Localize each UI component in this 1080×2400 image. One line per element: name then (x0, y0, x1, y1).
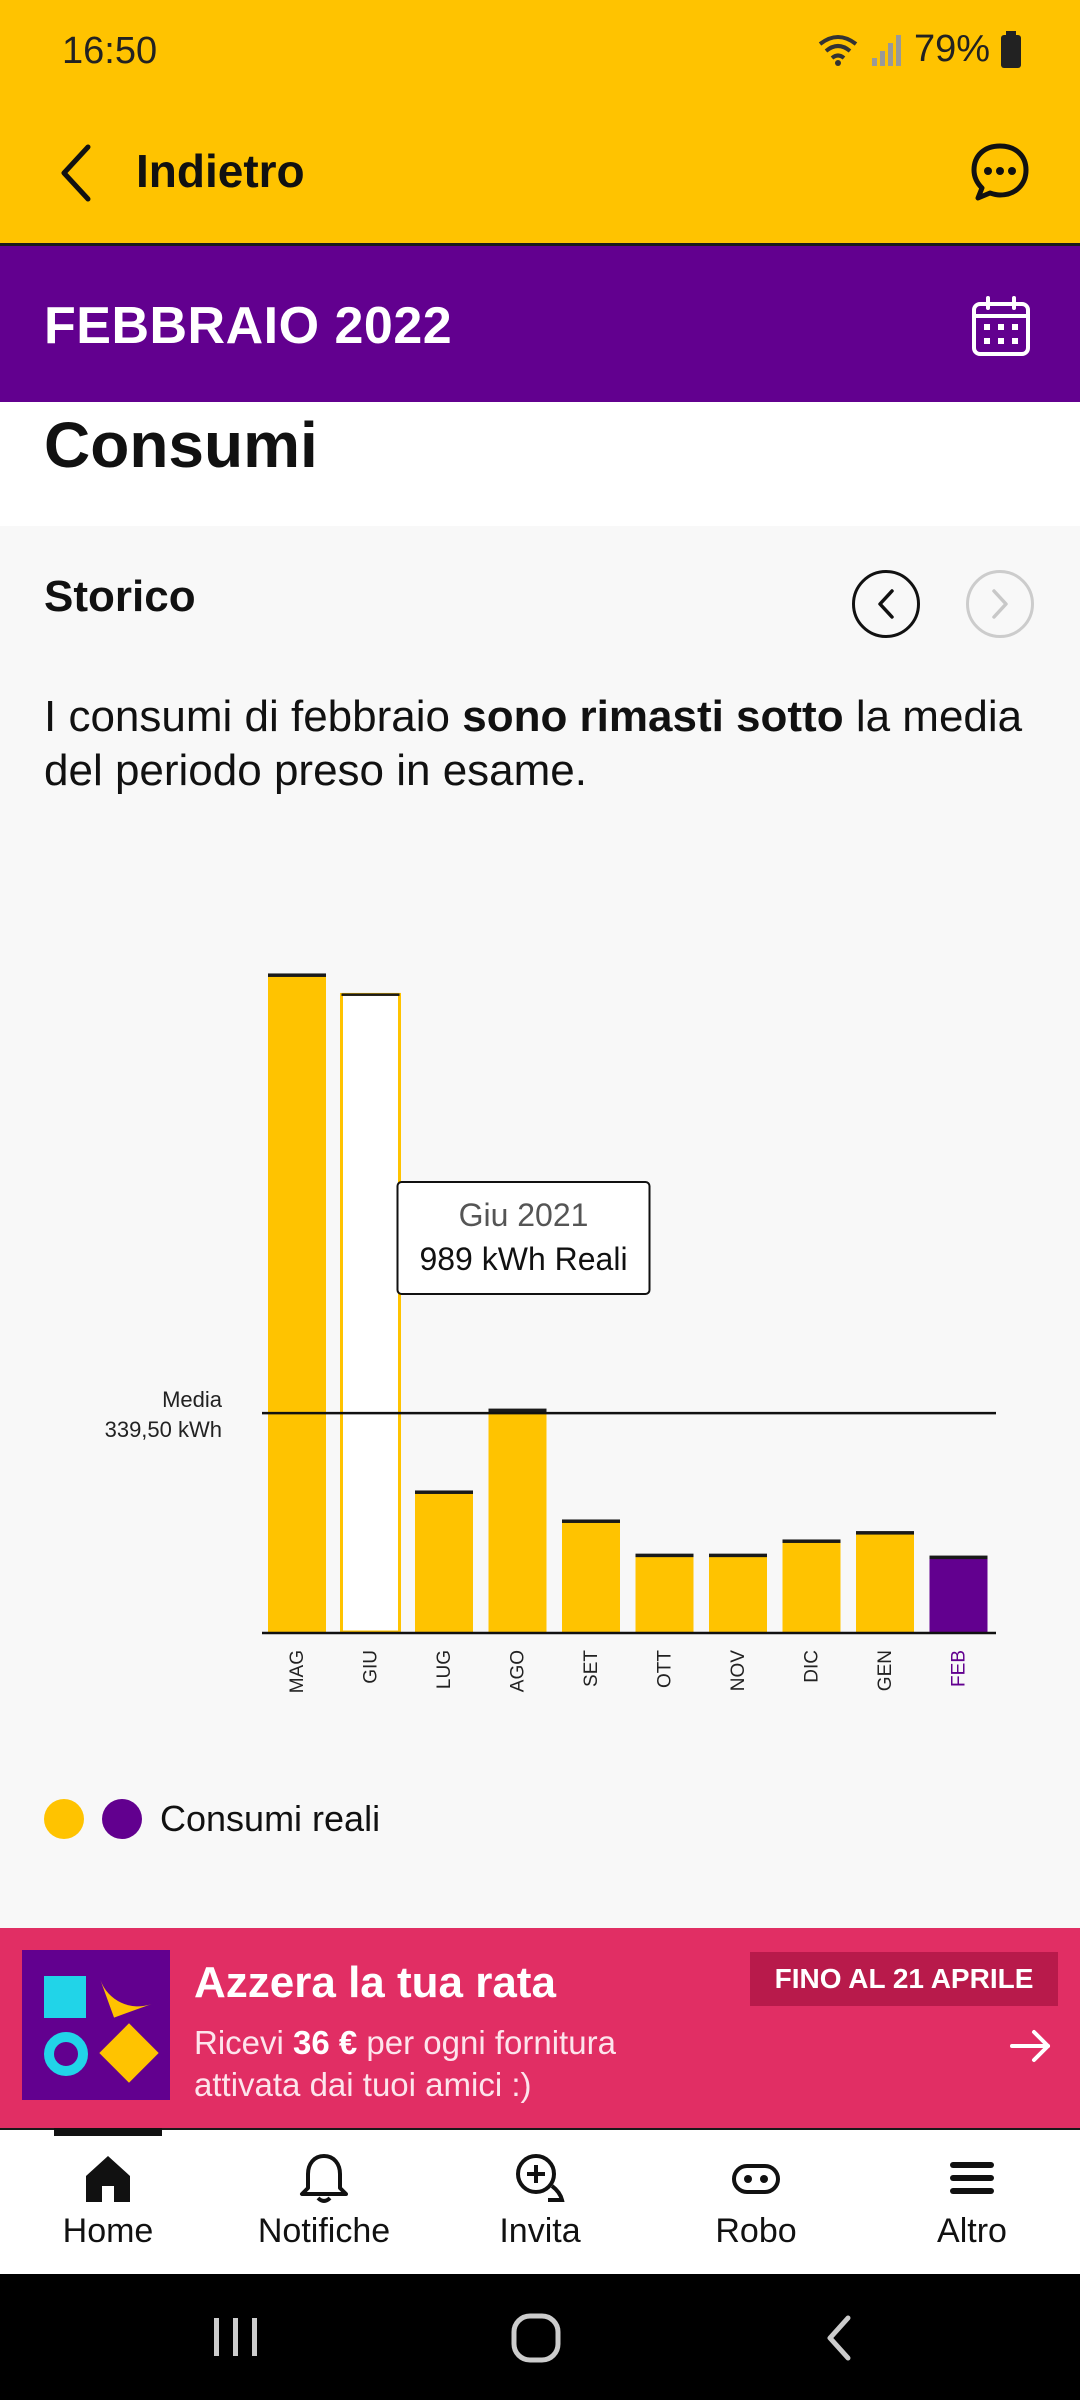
chat-icon (971, 143, 1029, 201)
promo-amount: 36 € (293, 2024, 358, 2061)
page-title: Consumi (44, 409, 318, 481)
chevron-right-icon (992, 589, 1008, 619)
bar-mag[interactable] (268, 974, 326, 1632)
promo-text: Ricevi 36 € per ogni fornitura attivata … (194, 2022, 714, 2106)
nav-invite-label: Invita (499, 2212, 581, 2250)
nav-more[interactable]: Altro (864, 2150, 1080, 2260)
previous-period-button[interactable] (852, 570, 920, 638)
bar-set[interactable] (562, 1520, 620, 1632)
status-time: 16:50 (62, 30, 158, 72)
nav-robo-label: Robo (715, 2212, 797, 2250)
nav-invite[interactable]: Invita (432, 2150, 648, 2260)
wifi-icon (818, 34, 858, 66)
active-tab-indicator (54, 2128, 162, 2136)
back-system-icon[interactable] (822, 2314, 856, 2362)
promo-deadline-badge: FINO AL 21 APRILE (750, 1952, 1058, 2006)
signal-icon (871, 34, 901, 66)
chart-legend: Consumi reali (44, 1798, 380, 1840)
bottom-navigation (0, 2128, 1080, 2274)
bar-dic[interactable] (782, 1540, 841, 1632)
bar-cap-ago (488, 1408, 547, 1413)
nav-more-label: Altro (937, 2212, 1007, 2250)
promo-illustration (22, 1950, 170, 2100)
chat-button[interactable] (968, 140, 1032, 204)
tooltip-value: 989 kWh Reali (419, 1241, 627, 1277)
tick-label-set: SET (581, 1650, 602, 1687)
back-button[interactable] (46, 138, 106, 208)
nav-robo[interactable]: Robo (648, 2150, 864, 2260)
promo-arrow-button[interactable] (1006, 2022, 1054, 2070)
tick-label-ott: OTT (655, 1650, 676, 1688)
summary-prefix: I consumi di febbraio (44, 692, 463, 741)
bar-cap-feb (929, 1555, 988, 1560)
robot-icon (732, 2164, 780, 2194)
status-indicators: 79% (816, 28, 1022, 71)
promo-text-suffix: per ogni fornitura attivata dai tuoi ami… (194, 2024, 616, 2103)
bar-cap-dic (782, 1539, 841, 1543)
tick-label-feb: FEB (949, 1650, 970, 1687)
bar-cap-nov (709, 1553, 767, 1558)
month-bar (0, 246, 1080, 402)
calendar-icon (972, 296, 1030, 356)
summary-highlight: sono rimasti sotto (462, 692, 844, 741)
tick-label-lug: LUG (434, 1650, 455, 1689)
tick-label-mag: MAG (287, 1650, 308, 1693)
bar-gen[interactable] (856, 1532, 914, 1632)
bar-cap-mag (268, 973, 326, 977)
nav-notifications[interactable]: Notifiche (216, 2150, 432, 2260)
battery-icon (1001, 30, 1021, 68)
home-system-icon[interactable] (510, 2312, 562, 2364)
summary-suffix: la media del periodo preso in esame. (44, 692, 1023, 795)
promo-title: Azzera la tua rata (194, 1958, 556, 2007)
tick-label-nov: NOV (728, 1650, 749, 1692)
legend-dot-yellow (44, 1799, 84, 1839)
bar-ott[interactable] (635, 1554, 694, 1632)
shapes-illustration-icon (44, 1976, 159, 2083)
nav-home-label: Home (62, 2212, 154, 2250)
chevron-left-icon (61, 144, 91, 202)
menu-icon (950, 2162, 994, 2194)
nav-home[interactable]: Home (0, 2150, 216, 2260)
legend-label: Consumi reali (160, 1798, 381, 1839)
home-icon (86, 2156, 130, 2202)
bar-cap-ott (635, 1553, 694, 1558)
bar-lug[interactable] (415, 1491, 473, 1632)
next-period-button[interactable] (966, 570, 1034, 638)
back-label[interactable]: Indietro (136, 145, 305, 197)
calendar-button[interactable] (970, 296, 1032, 358)
recent-apps-icon[interactable] (206, 2314, 266, 2360)
bar-nov[interactable] (709, 1554, 767, 1632)
section-title: Storico (44, 572, 196, 621)
bar-cap-lug (415, 1490, 473, 1494)
arrow-right-icon (1010, 2030, 1050, 2062)
month-title: FEBBRAIO 2022 (44, 297, 453, 355)
nav-notifications-label: Notifiche (257, 2212, 391, 2250)
bar-ago[interactable] (488, 1409, 547, 1632)
tooltip-box (396, 1181, 651, 1295)
promo-text-prefix: Ricevi (194, 2024, 294, 2061)
tick-label-gen: GEN (875, 1650, 896, 1691)
legend-dot-purple (102, 1799, 142, 1839)
consumption-summary: I consumi di febbraio sono rimasti sotto… (44, 690, 1024, 798)
title-area (0, 402, 1080, 526)
bar-feb[interactable] (929, 1556, 988, 1632)
bar-cap-set (562, 1519, 620, 1523)
bar-cap-gen (856, 1531, 914, 1535)
bar-cap-giu (341, 993, 400, 996)
tick-label-dic: DIC (802, 1650, 823, 1683)
battery-percent: 79% (913, 28, 990, 70)
tick-label-giu: GIU (361, 1650, 382, 1684)
tick-label-ago: AGO (508, 1650, 529, 1692)
average-label: Media (162, 1387, 223, 1412)
chevron-left-icon (878, 589, 894, 619)
average-value: 339,50 kWh (105, 1417, 222, 1442)
system-navigation-bar (0, 2274, 1080, 2400)
bar-giu[interactable] (340, 992, 401, 1634)
bell-icon (300, 2154, 348, 2203)
invite-icon (516, 2154, 565, 2202)
tooltip-title: Giu 2021 (459, 1197, 589, 1233)
consumption-chart: MAG GIU LUG AGO SET OTT NOV DIC GEN FEB Media 339,5… (105, 973, 996, 1693)
